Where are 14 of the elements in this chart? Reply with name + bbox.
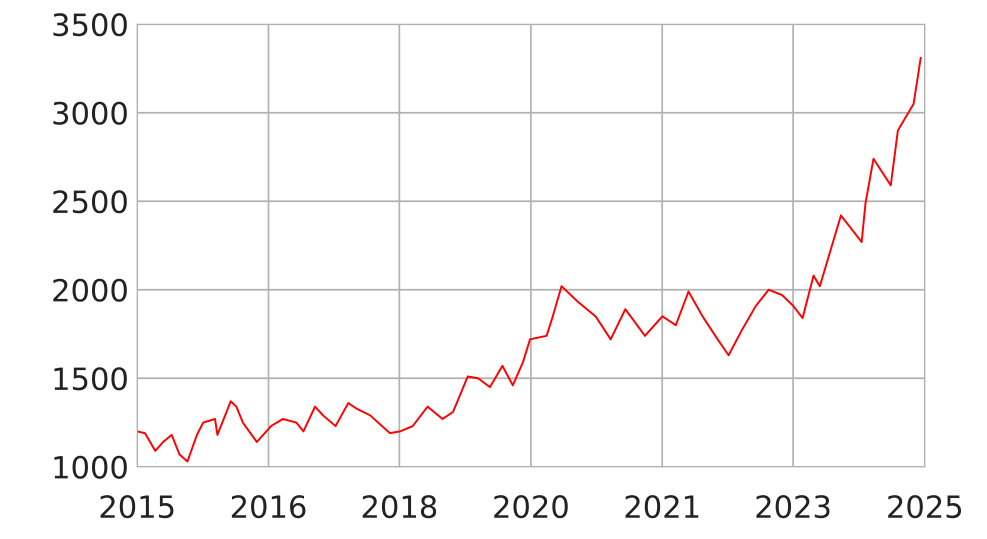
- x-tick-label: 2025: [888, 495, 962, 518]
- x-tick-label: 2021: [626, 495, 698, 518]
- x-tick-label: 2020: [494, 495, 568, 518]
- y-tick-label: 3500: [53, 13, 127, 36]
- x-tick-label: 2016: [232, 495, 306, 518]
- line-series: [137, 56, 922, 462]
- y-tick-label: 1500: [54, 367, 127, 390]
- x-tick-label: 2018: [362, 495, 436, 518]
- y-tick-label: 1000: [54, 456, 127, 479]
- y-tick-label: 2000: [53, 278, 127, 302]
- y-tick-label: 2500: [53, 190, 127, 214]
- x-tick-label: 2015: [100, 495, 174, 518]
- x-tick-label: 2023: [756, 495, 830, 518]
- y-tick-label: 3000: [53, 102, 127, 125]
